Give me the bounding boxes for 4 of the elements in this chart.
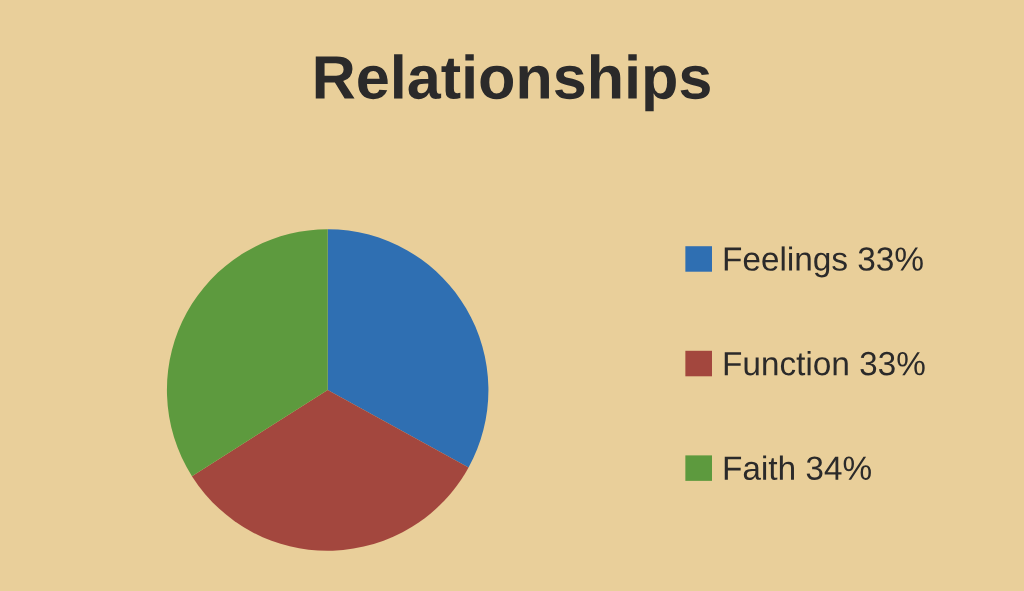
legend-label: Feelings 33%	[724, 246, 923, 278]
chart-title: Relationships	[315, 54, 710, 112]
legend-label: Faith 34%	[724, 455, 871, 481]
legend-label: Function 33%	[724, 350, 925, 376]
